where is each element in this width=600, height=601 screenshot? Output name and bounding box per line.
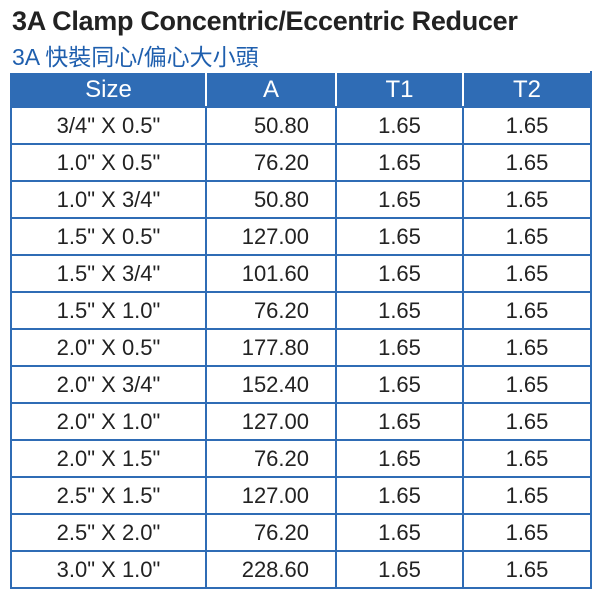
table-cell: 127.00 xyxy=(205,476,337,515)
table-cell: 1.65 xyxy=(462,476,592,515)
table-cell: 127.00 xyxy=(205,402,337,441)
table-cell: 1.5" X 0.5" xyxy=(10,217,207,256)
table-row: 3/4" X 0.5" 50.80 1.65 1.65 xyxy=(10,106,592,145)
table-cell: 1.65 xyxy=(462,180,592,219)
table-cell: 76.20 xyxy=(205,143,337,182)
table-cell: 1.65 xyxy=(462,328,592,367)
table-cell: 1.65 xyxy=(335,513,464,552)
title: 3A Clamp Concentric/Eccentric Reducer xyxy=(12,6,518,36)
table-row: 1.5" X 0.5" 127.00 1.65 1.65 xyxy=(10,217,592,256)
table-cell: 1.65 xyxy=(462,439,592,478)
table-cell: 1.65 xyxy=(462,254,592,293)
table-row: 1.5" X 3/4" 101.60 1.65 1.65 xyxy=(10,254,592,293)
table-cell: 50.80 xyxy=(205,106,337,145)
table-cell: 1.65 xyxy=(335,402,464,441)
table-cell: 152.40 xyxy=(205,365,337,404)
column-header: T1 xyxy=(335,71,464,108)
table-cell: 76.20 xyxy=(205,439,337,478)
table-cell: 1.65 xyxy=(335,217,464,256)
table-cell: 1.65 xyxy=(335,291,464,330)
table-row: 2.0" X 1.5" 76.20 1.65 1.65 xyxy=(10,439,592,478)
table-cell: 1.65 xyxy=(335,254,464,293)
table-cell: 1.65 xyxy=(462,106,592,145)
table-cell: 1.65 xyxy=(462,402,592,441)
table-row: 2.5" X 1.5" 127.00 1.65 1.65 xyxy=(10,476,592,515)
table-row: 2.5" X 2.0" 76.20 1.65 1.65 xyxy=(10,513,592,552)
table-cell: 2.0" X 1.0" xyxy=(10,402,207,441)
column-header: Size xyxy=(10,71,207,108)
header-row: Size A T1 T2 xyxy=(10,71,592,108)
table-cell: 1.65 xyxy=(462,291,592,330)
table-cell: 2.0" X 1.5" xyxy=(10,439,207,478)
table-cell: 1.65 xyxy=(462,365,592,404)
table-cell: 50.80 xyxy=(205,180,337,219)
table-cell: 2.0" X 3/4" xyxy=(10,365,207,404)
column-header: A xyxy=(205,71,337,108)
table-cell: 1.65 xyxy=(335,328,464,367)
table-cell: 76.20 xyxy=(205,513,337,552)
table-cell: 2.0" X 0.5" xyxy=(10,328,207,367)
subtitle: 3A 快裝同心/偏心大小頭 xyxy=(12,44,259,70)
column-header: T2 xyxy=(462,71,592,108)
table-cell: 1.65 xyxy=(335,143,464,182)
table-cell: 1.65 xyxy=(462,513,592,552)
table-cell: 1.65 xyxy=(335,439,464,478)
table-cell: 228.60 xyxy=(205,550,337,589)
table-cell: 1.65 xyxy=(335,550,464,589)
table-cell: 1.65 xyxy=(335,180,464,219)
table-row: 2.0" X 1.0" 127.00 1.65 1.65 xyxy=(10,402,592,441)
table-row: 2.0" X 3/4" 152.40 1.65 1.65 xyxy=(10,365,592,404)
table-row: 3.0" X 1.0" 228.60 1.65 1.65 xyxy=(10,550,592,589)
table-cell: 76.20 xyxy=(205,291,337,330)
table-row: 1.0" X 3/4" 50.80 1.65 1.65 xyxy=(10,180,592,219)
table-cell: 3.0" X 1.0" xyxy=(10,550,207,589)
table-cell: 1.65 xyxy=(335,365,464,404)
table-cell: 1.0" X 3/4" xyxy=(10,180,207,219)
table-cell: 1.0" X 0.5" xyxy=(10,143,207,182)
table-cell: 1.65 xyxy=(335,106,464,145)
table-cell: 1.65 xyxy=(462,550,592,589)
table-row: 2.0" X 0.5" 177.80 1.65 1.65 xyxy=(10,328,592,367)
table-body: 3/4" X 0.5" 50.80 1.65 1.65 1.0" X 0.5" 76.20… xyxy=(10,106,592,589)
table-cell: 1.65 xyxy=(335,476,464,515)
table-cell: 1.5" X 3/4" xyxy=(10,254,207,293)
spec-table: Size A T1 T2 3/4" X 0.5" 50.80 1.65 1.65 1.0" X… xyxy=(10,71,592,589)
table-cell: 3/4" X 0.5" xyxy=(10,106,207,145)
table-cell: 1.65 xyxy=(462,143,592,182)
table-cell: 101.60 xyxy=(205,254,337,293)
table-row: 1.5" X 1.0" 76.20 1.65 1.65 xyxy=(10,291,592,330)
table-cell: 1.65 xyxy=(462,217,592,256)
table-row: 1.0" X 0.5" 76.20 1.65 1.65 xyxy=(10,143,592,182)
table-cell: 177.80 xyxy=(205,328,337,367)
table-cell: 127.00 xyxy=(205,217,337,256)
table-cell: 2.5" X 1.5" xyxy=(10,476,207,515)
table-cell: 2.5" X 2.0" xyxy=(10,513,207,552)
table-cell: 1.5" X 1.0" xyxy=(10,291,207,330)
